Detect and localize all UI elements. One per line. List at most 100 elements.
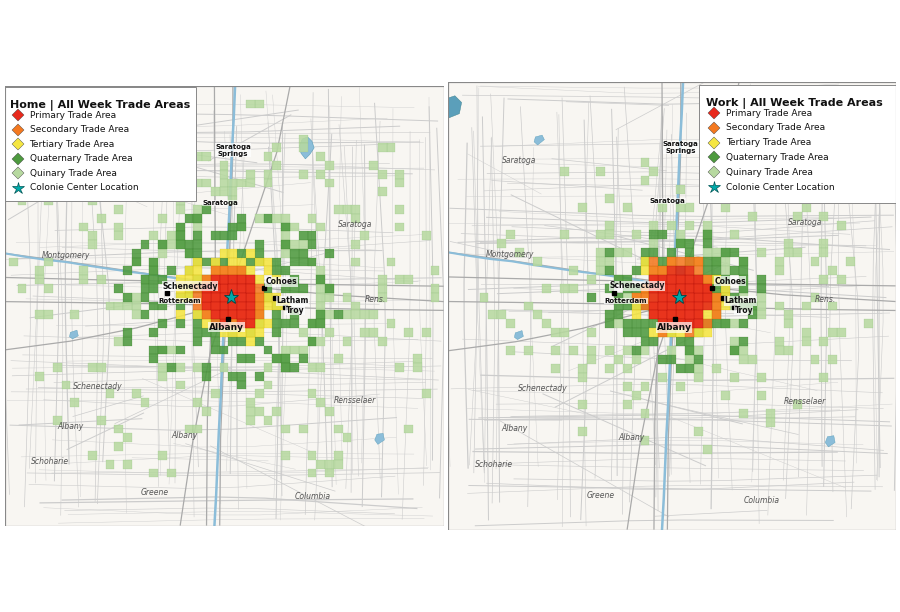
Bar bbox=[650, 310, 659, 319]
Bar bbox=[325, 249, 334, 258]
Bar bbox=[775, 337, 784, 346]
Bar bbox=[229, 372, 238, 381]
Bar bbox=[712, 302, 721, 310]
Bar bbox=[273, 293, 281, 302]
Bar bbox=[650, 221, 659, 230]
Bar bbox=[194, 249, 202, 258]
Bar bbox=[184, 293, 194, 302]
Bar bbox=[721, 266, 730, 275]
Bar bbox=[730, 319, 739, 329]
Bar bbox=[211, 337, 220, 346]
Bar bbox=[578, 400, 587, 409]
Bar bbox=[694, 293, 703, 302]
Bar bbox=[79, 223, 88, 231]
Bar bbox=[325, 460, 334, 469]
Bar bbox=[325, 161, 334, 170]
Bar bbox=[140, 240, 149, 249]
Bar bbox=[676, 266, 685, 275]
Bar bbox=[668, 310, 676, 319]
Bar bbox=[757, 293, 766, 302]
Bar bbox=[202, 205, 211, 214]
Bar bbox=[659, 266, 668, 275]
Bar bbox=[176, 284, 184, 293]
Bar bbox=[712, 293, 721, 302]
Bar bbox=[569, 266, 578, 275]
Bar bbox=[730, 185, 739, 194]
Bar bbox=[88, 363, 96, 372]
Bar bbox=[676, 293, 685, 302]
Bar bbox=[757, 194, 766, 203]
Bar bbox=[659, 319, 668, 329]
Bar bbox=[694, 275, 703, 283]
Bar bbox=[757, 248, 766, 257]
Bar bbox=[281, 223, 290, 231]
Bar bbox=[650, 302, 659, 310]
Bar bbox=[238, 310, 246, 319]
Bar bbox=[623, 400, 632, 409]
Bar bbox=[176, 302, 184, 310]
Bar bbox=[623, 329, 632, 337]
Bar bbox=[352, 310, 360, 319]
Bar bbox=[685, 275, 694, 283]
Bar bbox=[158, 319, 167, 328]
Bar bbox=[273, 319, 281, 328]
Bar bbox=[246, 284, 255, 293]
Bar bbox=[194, 214, 202, 223]
Bar bbox=[694, 302, 703, 310]
Bar bbox=[194, 363, 202, 372]
Bar bbox=[685, 221, 694, 230]
Bar bbox=[202, 275, 211, 284]
Bar bbox=[757, 373, 766, 382]
Bar bbox=[712, 302, 721, 310]
Bar bbox=[229, 310, 238, 319]
Bar bbox=[246, 354, 255, 363]
Bar bbox=[605, 364, 614, 373]
Bar bbox=[255, 240, 264, 249]
Bar bbox=[96, 416, 105, 425]
Bar bbox=[264, 302, 273, 310]
Bar bbox=[378, 187, 387, 196]
Bar bbox=[220, 231, 229, 240]
Bar bbox=[703, 310, 712, 319]
Bar bbox=[560, 230, 569, 239]
Bar bbox=[712, 310, 721, 319]
Bar bbox=[793, 400, 802, 409]
Bar bbox=[149, 231, 158, 240]
Bar bbox=[167, 231, 176, 240]
Bar bbox=[35, 372, 44, 381]
Bar bbox=[685, 257, 694, 266]
Bar bbox=[685, 346, 694, 355]
Bar bbox=[194, 266, 202, 275]
Bar bbox=[395, 170, 404, 179]
Bar bbox=[739, 257, 748, 266]
Bar bbox=[641, 283, 650, 293]
Bar bbox=[79, 179, 88, 187]
Bar bbox=[659, 319, 668, 329]
Bar bbox=[308, 389, 316, 398]
Bar bbox=[668, 283, 676, 293]
Bar bbox=[685, 266, 694, 275]
Bar bbox=[308, 319, 316, 328]
Bar bbox=[694, 275, 703, 283]
Text: Troy: Troy bbox=[734, 306, 753, 315]
Bar bbox=[123, 328, 132, 337]
Bar bbox=[668, 248, 676, 257]
Bar bbox=[560, 283, 569, 293]
Bar bbox=[623, 248, 632, 257]
Bar bbox=[712, 275, 721, 283]
Bar bbox=[238, 179, 246, 187]
Bar bbox=[712, 248, 721, 257]
Bar bbox=[757, 391, 766, 400]
Bar bbox=[299, 249, 308, 258]
Bar bbox=[650, 310, 659, 319]
Bar bbox=[184, 214, 194, 223]
Bar bbox=[659, 203, 668, 212]
Bar bbox=[238, 266, 246, 275]
Bar bbox=[703, 293, 712, 302]
Bar bbox=[211, 310, 220, 319]
Bar bbox=[659, 293, 668, 302]
Bar bbox=[395, 363, 404, 372]
Text: Columbia: Columbia bbox=[743, 496, 779, 505]
Bar bbox=[802, 337, 811, 346]
Bar bbox=[202, 363, 211, 372]
